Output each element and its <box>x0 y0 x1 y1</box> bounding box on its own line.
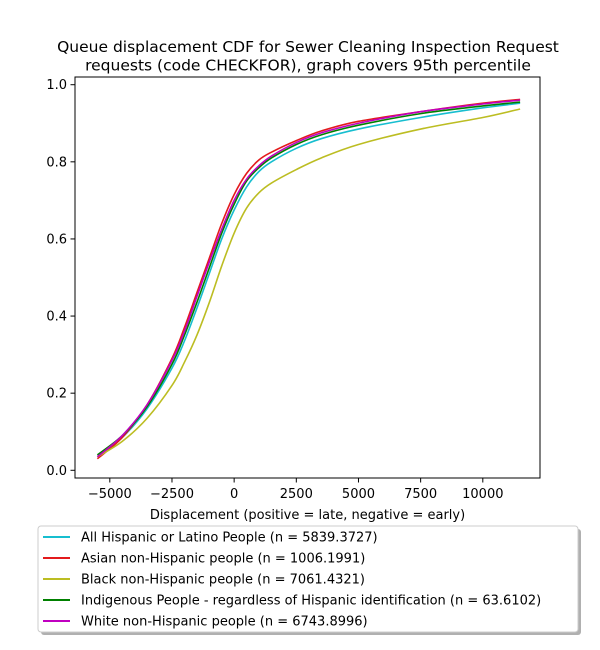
plot-area <box>96 98 521 460</box>
x-tick-label: 5000 <box>342 487 375 502</box>
series-line-1 <box>96 98 521 460</box>
y-tick-label: 0.4 <box>46 310 67 325</box>
series-line-3 <box>96 101 521 456</box>
series-line-4 <box>96 99 521 458</box>
legend-entry-label: Indigenous People - regardless of Hispan… <box>81 594 541 609</box>
y-tick-label: 0.6 <box>46 232 67 247</box>
x-tick-label: 7500 <box>404 487 437 502</box>
x-tick-label: 2500 <box>280 487 313 502</box>
chart-title-line: requests (code CHECKFOR), graph covers 9… <box>85 57 531 75</box>
y-tick-label: 0.0 <box>46 464 67 479</box>
x-tick-label: 10000 <box>462 487 503 502</box>
legend-entry-label: All Hispanic or Latino People (n = 5839.… <box>81 531 378 546</box>
series-line-0 <box>96 102 521 458</box>
chart-title: Queue displacement CDF for Sewer Cleanin… <box>57 38 559 75</box>
x-axis-label: Displacement (positive = late, negative … <box>150 508 465 523</box>
axes-frame <box>74 76 541 479</box>
legend-box <box>37 525 579 633</box>
legend: All Hispanic or Latino People (n = 5839.… <box>37 525 581 635</box>
series-line-2 <box>96 108 521 458</box>
x-tick-label: 0 <box>230 487 238 502</box>
y-tick-label: 0.2 <box>46 387 67 402</box>
legend-entry-label: White non-Hispanic people (n = 6743.8996… <box>81 615 368 630</box>
axes: −5000 −2500 0 2500 5000 7500 10000 0.0 0.2 0.4 0.6… <box>46 76 541 523</box>
legend-entry-label: Black non-Hispanic people (n = 7061.4321… <box>81 573 365 588</box>
legend-entry-label: Asian non-Hispanic people (n = 1006.1991… <box>81 552 365 567</box>
y-tick-label: 1.0 <box>46 78 67 93</box>
x-tick-label: −5000 <box>88 487 132 502</box>
chart-title-line: Queue displacement CDF for Sewer Cleanin… <box>57 38 559 56</box>
y-tick-label: 0.8 <box>46 155 67 170</box>
x-tick-label: −2500 <box>150 487 194 502</box>
